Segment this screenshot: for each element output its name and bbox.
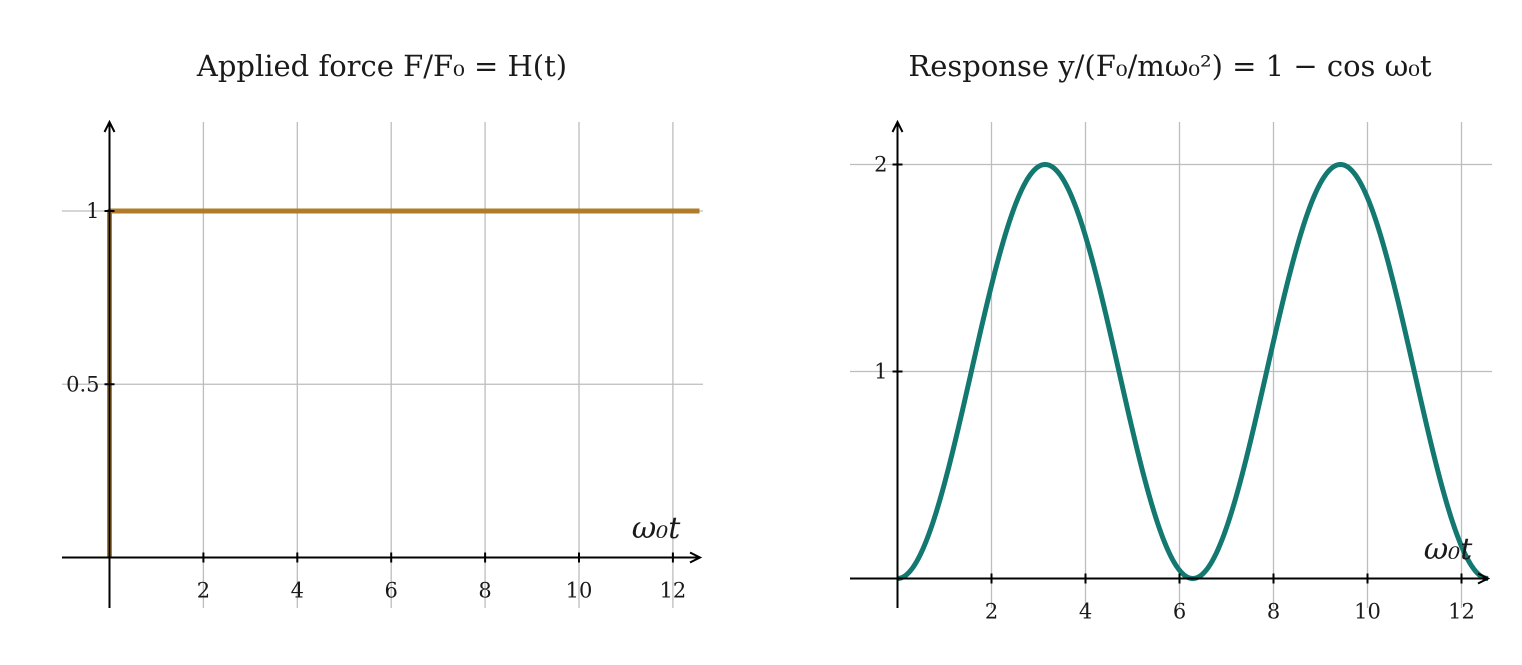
- x-tick-label: 12: [660, 579, 687, 603]
- x-axis-label: ω₀t: [1424, 532, 1473, 567]
- x-tick-label: 10: [1354, 600, 1381, 624]
- grid: [62, 122, 703, 608]
- y-tick-label: 1: [86, 199, 99, 223]
- y-tick-label: 2: [874, 153, 887, 177]
- x-tick-label: 4: [291, 579, 304, 603]
- y-tick-label: 0.5: [66, 372, 99, 396]
- x-tick-label: 12: [1448, 600, 1475, 624]
- axes: [62, 119, 703, 608]
- chart-title: Applied force F/F₀ = H(t): [196, 49, 567, 83]
- x-axis-label: ω₀t: [632, 511, 681, 546]
- y-axis-arrow-icon: [891, 119, 904, 133]
- chart-title: Response y/(F₀/mω₀²) = 1 − cos ω₀t: [908, 49, 1432, 83]
- grid: [850, 122, 1492, 608]
- x-tick-label: 8: [1267, 600, 1280, 624]
- x-tick-label: 2: [985, 600, 998, 624]
- x-axis-arrow-icon: [689, 551, 703, 564]
- x-tick-label: 6: [385, 579, 398, 603]
- axes: [850, 119, 1491, 608]
- tick-labels: 2 4 6 8 10 12 0.5 1: [66, 199, 686, 603]
- x-tick-label: 2: [197, 579, 210, 603]
- x-tick-label: 10: [566, 579, 593, 603]
- x-tick-label: 4: [1079, 600, 1092, 624]
- x-tick-label: 8: [478, 579, 491, 603]
- x-tick-label: 6: [1173, 600, 1186, 624]
- x-axis-arrow-icon: [1477, 572, 1491, 585]
- applied-force-chart: 2 4 6 8 10 12 0.5 1 Applied force F/F₀ = H(t) ω…: [62, 49, 703, 608]
- y-axis-arrow-icon: [103, 119, 116, 133]
- y-tick-label: 1: [874, 360, 887, 384]
